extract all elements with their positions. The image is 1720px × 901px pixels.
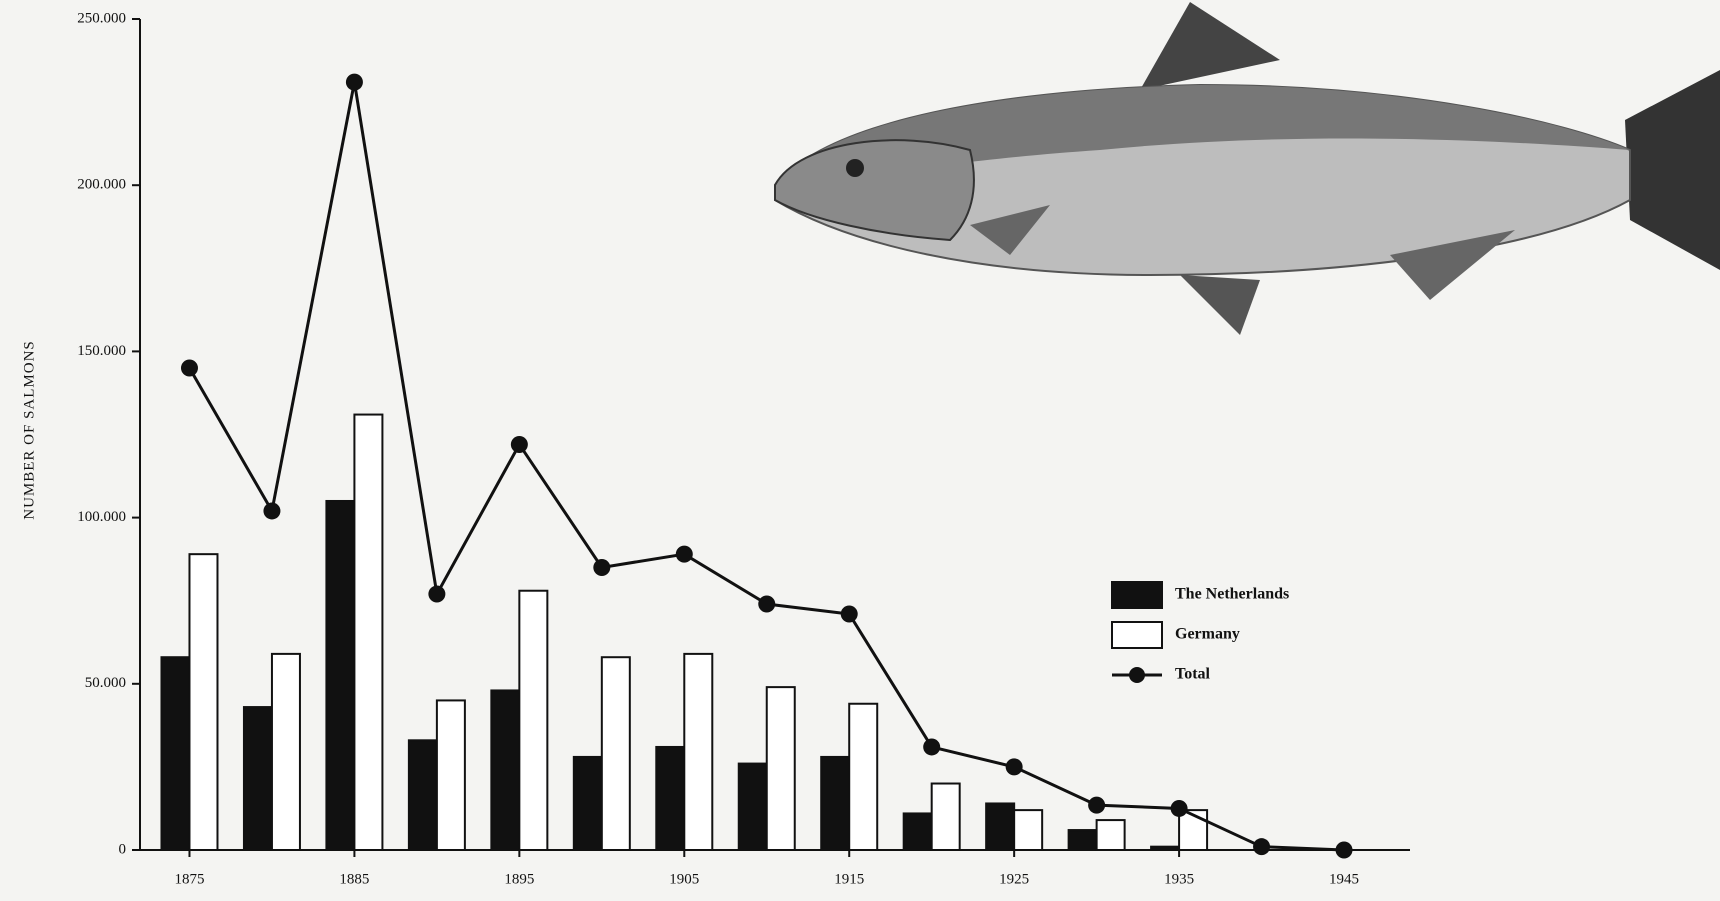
bar (684, 654, 712, 850)
legend-label: The Netherlands (1175, 586, 1289, 603)
salmon-illustration (775, 2, 1720, 335)
line-marker (263, 502, 280, 519)
line-marker (923, 738, 940, 755)
legend-swatch (1112, 622, 1162, 648)
line-marker (1088, 797, 1105, 814)
bar (739, 764, 767, 850)
y-tick-label: 200.000 (77, 177, 126, 193)
line-marker (428, 586, 445, 603)
fish-head (775, 140, 974, 240)
tail-fin (1625, 70, 1720, 270)
line-marker (181, 360, 198, 377)
legend-swatch (1129, 667, 1145, 683)
x-tick-label: 1915 (834, 871, 864, 887)
bar (1151, 847, 1179, 850)
bar (932, 784, 960, 850)
line-marker (1253, 838, 1270, 855)
x-tick-label: 1925 (999, 871, 1029, 887)
fish-eye (846, 159, 864, 177)
y-tick-label: 100.000 (77, 509, 126, 525)
y-tick-label: 250.000 (77, 10, 126, 26)
x-tick-label: 1885 (339, 871, 369, 887)
bar (491, 690, 519, 850)
bar (189, 554, 217, 850)
bar (767, 687, 795, 850)
x-tick-label: 1875 (174, 871, 204, 887)
bar (602, 657, 630, 850)
legend-swatch (1112, 582, 1162, 608)
bar (986, 803, 1014, 850)
bar (161, 657, 189, 850)
bar (354, 415, 382, 850)
line-marker (511, 436, 528, 453)
bar (904, 813, 932, 850)
pelvic-fin (1180, 275, 1260, 335)
line-marker (1171, 800, 1188, 817)
y-tick-label: 0 (119, 841, 127, 857)
y-tick-label: 150.000 (77, 343, 126, 359)
line-marker (593, 559, 610, 576)
bar (849, 704, 877, 850)
x-tick-label: 1935 (1164, 871, 1194, 887)
bar (574, 757, 602, 850)
legend-label: Germany (1175, 626, 1240, 643)
bar (437, 700, 465, 850)
bar (326, 501, 354, 850)
bar (821, 757, 849, 850)
line-marker (1336, 842, 1353, 859)
line-marker (676, 546, 693, 563)
bar (519, 591, 547, 850)
x-tick-label: 1945 (1329, 871, 1359, 887)
bar (1069, 830, 1097, 850)
chart: NUMBER OF SALMONS 0 50.000 100.000 150.000 2… (0, 0, 1720, 896)
line-marker (841, 605, 858, 622)
legend: The Netherlands Germany Total (1112, 582, 1289, 683)
bar (409, 740, 437, 850)
page: {"chart_data": { "type": "bar-line", "y_… (0, 0, 1720, 896)
x-tick-label: 1895 (504, 871, 534, 887)
line-marker (1006, 758, 1023, 775)
bar (1097, 820, 1125, 850)
bar (656, 747, 684, 850)
line-marker (758, 596, 775, 613)
line-marker (346, 74, 363, 91)
legend-label: Total (1175, 666, 1211, 683)
x-tick-label: 1905 (669, 871, 699, 887)
y-tick-label: 50.000 (85, 675, 126, 691)
bar (244, 707, 272, 850)
dorsal-fin (1140, 2, 1280, 90)
y-axis-label: NUMBER OF SALMONS (21, 340, 37, 520)
bar (1014, 810, 1042, 850)
bar (272, 654, 300, 850)
